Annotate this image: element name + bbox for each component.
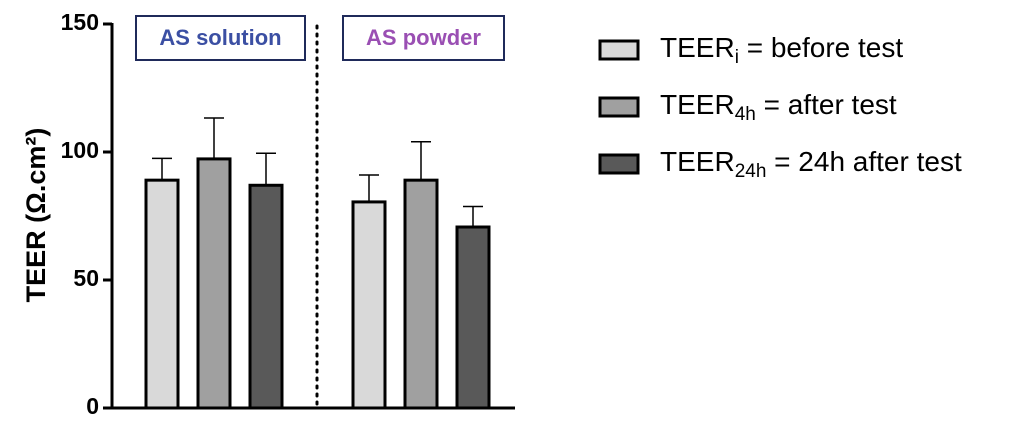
legend-label-sub: 4h <box>735 104 756 125</box>
category-label: AS solution <box>159 25 281 50</box>
legend-label: TEERi = before test <box>660 32 903 68</box>
category-box <box>342 15 505 61</box>
legend-label-base: TEER <box>660 89 735 120</box>
legend-swatch <box>598 39 640 61</box>
y-tick-label: 150 <box>61 9 99 35</box>
legend-label-sub: 24h <box>735 161 767 182</box>
y-tick-label: 50 <box>73 265 99 291</box>
legend-label: TEER24h = 24h after test <box>660 146 962 182</box>
legend-label-base: TEER <box>660 146 735 177</box>
legend-label-sub: i <box>735 47 739 68</box>
legend-label-rest: = 24h after test <box>766 146 962 177</box>
legend-label-base: TEER <box>660 32 735 63</box>
bar <box>455 225 491 410</box>
y-tick-label: 100 <box>61 137 99 163</box>
legend-swatch <box>598 96 640 118</box>
bar <box>403 178 439 410</box>
category-label: AS powder <box>366 25 481 50</box>
y-axis-label: TEER (Ω.cm²) <box>21 128 51 303</box>
bar <box>248 183 284 410</box>
legend-label: TEER4h = after test <box>660 89 897 125</box>
legend-label-rest: = after test <box>756 89 897 120</box>
category-box <box>135 15 306 61</box>
bar <box>351 200 387 410</box>
legend-label-rest: = before test <box>739 32 903 63</box>
legend-swatch <box>598 153 640 175</box>
y-tick-label: 0 <box>86 393 99 419</box>
bar <box>144 178 180 410</box>
bar <box>196 157 232 410</box>
